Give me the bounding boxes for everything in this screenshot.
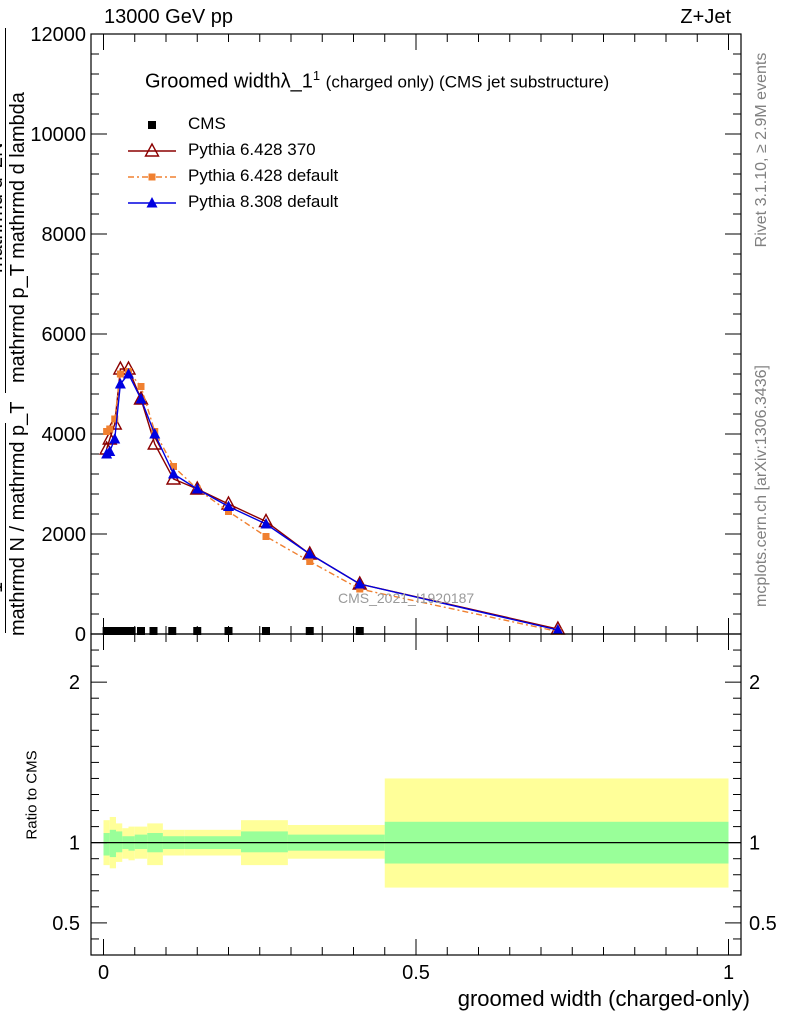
data-point (121, 627, 130, 635)
series-2 (103, 368, 562, 635)
data-point (102, 627, 111, 635)
series-line (105, 368, 559, 630)
data-point (109, 433, 121, 444)
ratio-y-tick-label-right: 2 (749, 672, 760, 694)
legend-symbol-3 (128, 197, 176, 208)
uncertainty-band-inner (116, 831, 123, 853)
series-1 (98, 360, 566, 635)
data-point (304, 548, 316, 559)
series-line (106, 372, 559, 631)
legend-label-pythia6-default: Pythia 6.428 default (188, 166, 339, 185)
ratio-y-tick-label: 2 (69, 672, 80, 694)
data-point (106, 425, 114, 433)
data-point (356, 585, 364, 593)
legend-symbol-0 (148, 121, 156, 129)
y-axis-label: 1 mathrmd N / mathrmd p_T mathrmd d^2N m… (0, 28, 57, 636)
data-point (355, 627, 364, 635)
data-point (115, 627, 124, 635)
x-tick-label: 0 (98, 962, 109, 984)
rivet-version-label: Rivet 3.1.10, ≥ 2.9M events (753, 52, 770, 248)
series-line (106, 370, 559, 633)
data-point (223, 500, 234, 511)
data-point (108, 627, 117, 635)
data-point (107, 415, 123, 430)
y-tick-label: 0 (75, 624, 86, 646)
data-point (116, 370, 124, 378)
uncertainty-band-inner (134, 834, 148, 850)
y-tick-label: 10000 (30, 124, 86, 146)
y-tick-label: 6000 (42, 324, 87, 346)
data-point (262, 533, 270, 540)
legend: CMS Pythia 6.428 370 Pythia 6.428 defaul… (128, 112, 388, 222)
data-point (104, 445, 116, 456)
data-point (149, 627, 158, 635)
legend-marker (146, 197, 158, 208)
y-tick-label: 8000 (42, 224, 87, 246)
data-point (168, 468, 179, 479)
data-point (135, 393, 147, 404)
uncertainty-band-inner (128, 836, 135, 851)
data-point (168, 627, 177, 635)
plot-title-text: Groomed width (145, 70, 281, 93)
data-point (147, 435, 163, 450)
data-point (260, 518, 272, 529)
uncertainty-band-inner (109, 829, 116, 858)
data-point (193, 627, 202, 635)
y-tick-label: 4000 (42, 424, 87, 446)
legend-label-cms: CMS (188, 114, 226, 133)
legend-label-pythia6-370: Pythia 6.428 370 (188, 140, 316, 159)
series-3 (101, 368, 564, 635)
process-label: Z+Jet (680, 6, 731, 28)
data-point (123, 368, 134, 379)
data-point (191, 483, 203, 494)
legend-marker (148, 173, 156, 181)
ratio-y-tick-label: 1 (69, 833, 80, 855)
data-point (111, 415, 119, 423)
legend-marker (148, 121, 156, 129)
plot-title-superscript: 1 (312, 68, 321, 83)
x-tick-label: 0.5 (402, 962, 430, 984)
ratio-y-axis-label: Ratio to CMS (23, 750, 41, 840)
data-point (137, 383, 145, 390)
ratio-y-tick-label: 0.5 (52, 913, 80, 935)
y-tick-label: 12000 (30, 24, 86, 46)
analysis-watermark: CMS_2021_I1920187 (338, 590, 475, 606)
y-axis-label-denominator-2: mathrmd p_T mathrmd d lambda (7, 92, 29, 383)
mcplots-label: mcplots.cern.ch [arXiv:1306.3436] (753, 365, 770, 607)
data-point (354, 578, 366, 589)
data-point (137, 627, 145, 635)
y-axis-label-denominator-1: mathrmd N / mathrmd p_T (7, 401, 29, 636)
data-point (224, 627, 233, 635)
series-0 (102, 627, 364, 635)
data-point (225, 508, 232, 515)
data-point (305, 627, 314, 635)
plot-title: Groomed widthλ_11 (charged only) (CMS je… (145, 68, 609, 94)
ratio-plot-panel: 0.5 0.5 1 1 2 2 0 0.5 1 (52, 633, 777, 984)
upper-plot-panel: 0 2000 4000 6000 8000 10000 12000 (30, 24, 742, 646)
plot-title-suffix: (charged only) (CMS jet substructure) (325, 72, 610, 92)
legend-symbol-2 (128, 173, 176, 181)
data-point (262, 627, 270, 635)
data-point (170, 463, 177, 470)
legend-marker (144, 142, 160, 157)
y-tick-label: 2000 (42, 524, 87, 546)
data-point (114, 378, 126, 389)
data-point (149, 428, 161, 439)
energy-label: 13000 GeV pp (104, 6, 233, 28)
data-point (127, 627, 136, 635)
plot-title-symbol: λ_1 (280, 70, 313, 93)
uncertainty-band-inner (241, 831, 288, 853)
ratio-y-tick-label-right: 0.5 (749, 913, 777, 935)
uncertainty-band-inner (103, 833, 110, 856)
legend-symbol-1 (128, 142, 176, 157)
legend-label-pythia8-default: Pythia 8.308 default (188, 192, 339, 211)
x-axis-label: groomed width (charged-only) (457, 986, 750, 1011)
data-point (306, 558, 314, 565)
ratio-y-tick-label-right: 1 (749, 833, 760, 855)
data-point (552, 624, 564, 635)
x-tick-label: 1 (723, 962, 734, 984)
